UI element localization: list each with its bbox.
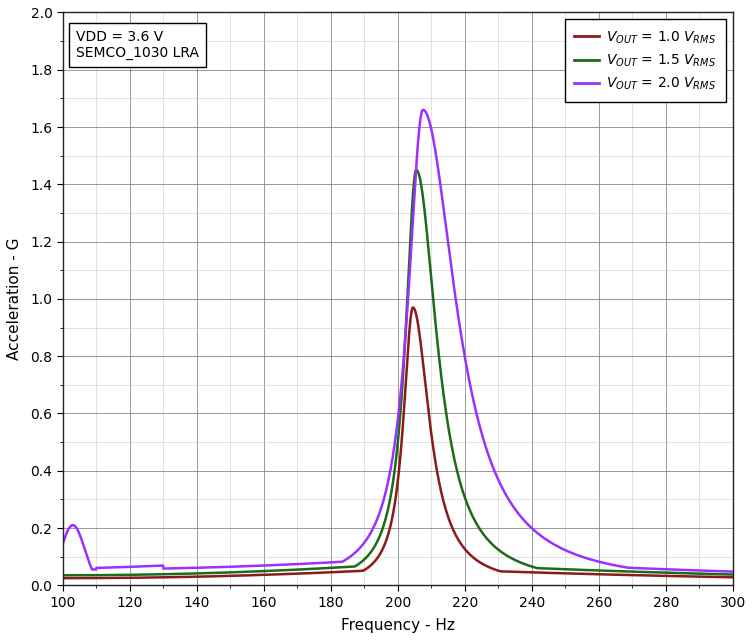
Y-axis label: Acceleration - G: Acceleration - G: [7, 237, 22, 360]
Text: VDD = 3.6 V
SEMCO_1030 LRA: VDD = 3.6 V SEMCO_1030 LRA: [76, 29, 200, 60]
Legend: $V_{OUT}$ = 1.0 $V_{RMS}$, $V_{OUT}$ = 1.5 $V_{RMS}$, $V_{OUT}$ = 2.0 $V_{RMS}$: $V_{OUT}$ = 1.0 $V_{RMS}$, $V_{OUT}$ = 1…: [565, 19, 726, 102]
X-axis label: Frequency - Hz: Frequency - Hz: [341, 618, 455, 633]
